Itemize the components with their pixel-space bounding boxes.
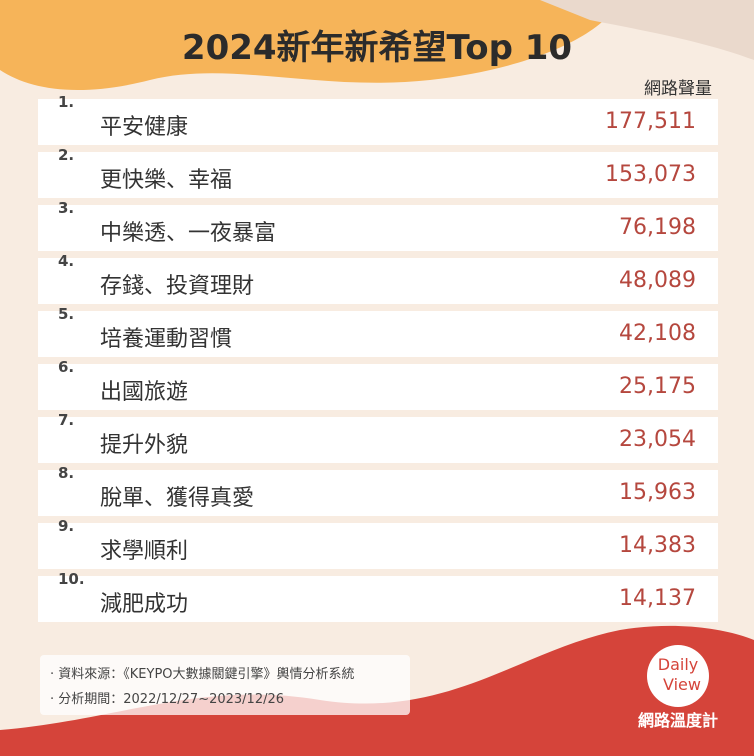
wish-name: 中樂透、一夜暴富 xyxy=(100,221,277,246)
list-row: 8. 脫單、獲得真愛 15,963 xyxy=(38,464,718,516)
logo-text: Daily xyxy=(658,655,698,674)
list-row: 10. 減肥成功 14,137 xyxy=(38,570,718,622)
note-text: 資料來源：《KEYPO大數據關鍵引擎》輿情分析系統 xyxy=(58,667,355,682)
source-note: · 資料來源：《KEYPO大數據關鍵引擎》輿情分析系統 xyxy=(50,667,355,682)
rank: 5. xyxy=(58,305,75,323)
volume: 153,073 xyxy=(605,162,696,187)
volume: 76,198 xyxy=(619,215,696,240)
rank: 4. xyxy=(58,252,75,270)
wish-name: 出國旅遊 xyxy=(100,380,189,405)
logo-caption: 網路溫度計 xyxy=(638,711,718,730)
rank: 2. xyxy=(58,146,75,164)
volume: 42,108 xyxy=(619,321,696,346)
list-row: 7. 提升外貌 23,054 xyxy=(38,411,718,463)
list-row: 4. 存錢、投資理財 48,089 xyxy=(38,252,718,304)
rank: 7. xyxy=(58,411,75,429)
volume: 177,511 xyxy=(605,109,696,134)
rank: 6. xyxy=(58,358,75,376)
list-row: 5. 培養運動習慣 42,108 xyxy=(38,305,718,357)
list-row: 1. 平安健康 177,511 xyxy=(38,93,718,145)
note-text: 分析期間：2022/12/27~2023/12/26 xyxy=(58,692,285,707)
rank: 10. xyxy=(58,570,85,588)
wish-name: 提升外貌 xyxy=(100,433,189,458)
volume: 48,089 xyxy=(619,268,696,293)
list-row: 9. 求學順利 14,383 xyxy=(38,517,718,569)
column-label: 網路聲量 xyxy=(644,79,712,99)
wish-name: 培養運動習慣 xyxy=(100,327,233,352)
list-row: 2. 更快樂、幸福 153,073 xyxy=(38,146,718,198)
period-note: · 分析期間：2022/12/27~2023/12/26 xyxy=(50,692,285,707)
wish-name: 更快樂、幸福 xyxy=(100,168,233,193)
volume: 15,963 xyxy=(619,480,696,505)
volume: 23,054 xyxy=(619,427,696,452)
volume: 14,383 xyxy=(619,533,696,558)
volume: 25,175 xyxy=(619,374,696,399)
logo-circle xyxy=(647,645,709,707)
wish-name: 存錢、投資理財 xyxy=(100,274,255,299)
logo-text: View xyxy=(663,675,701,694)
wish-name: 平安健康 xyxy=(100,115,189,140)
volume: 14,137 xyxy=(619,586,696,611)
wish-name: 脫單、獲得真愛 xyxy=(100,486,255,511)
rank: 3. xyxy=(58,199,75,217)
wish-name: 求學順利 xyxy=(100,539,189,564)
logo: Daily View 網路溫度計 xyxy=(638,645,718,730)
list-row: 3. 中樂透、一夜暴富 76,198 xyxy=(38,199,718,251)
footer-notes: · 資料來源：《KEYPO大數據關鍵引擎》輿情分析系統 · 分析期間：2022/… xyxy=(40,655,410,715)
wish-name: 減肥成功 xyxy=(100,592,189,617)
title: 2024新年新希望Top 10 xyxy=(181,28,573,68)
list-row: 6. 出國旅遊 25,175 xyxy=(38,358,718,410)
rank: 8. xyxy=(58,464,75,482)
rank: 1. xyxy=(58,93,75,111)
rank: 9. xyxy=(58,517,75,535)
